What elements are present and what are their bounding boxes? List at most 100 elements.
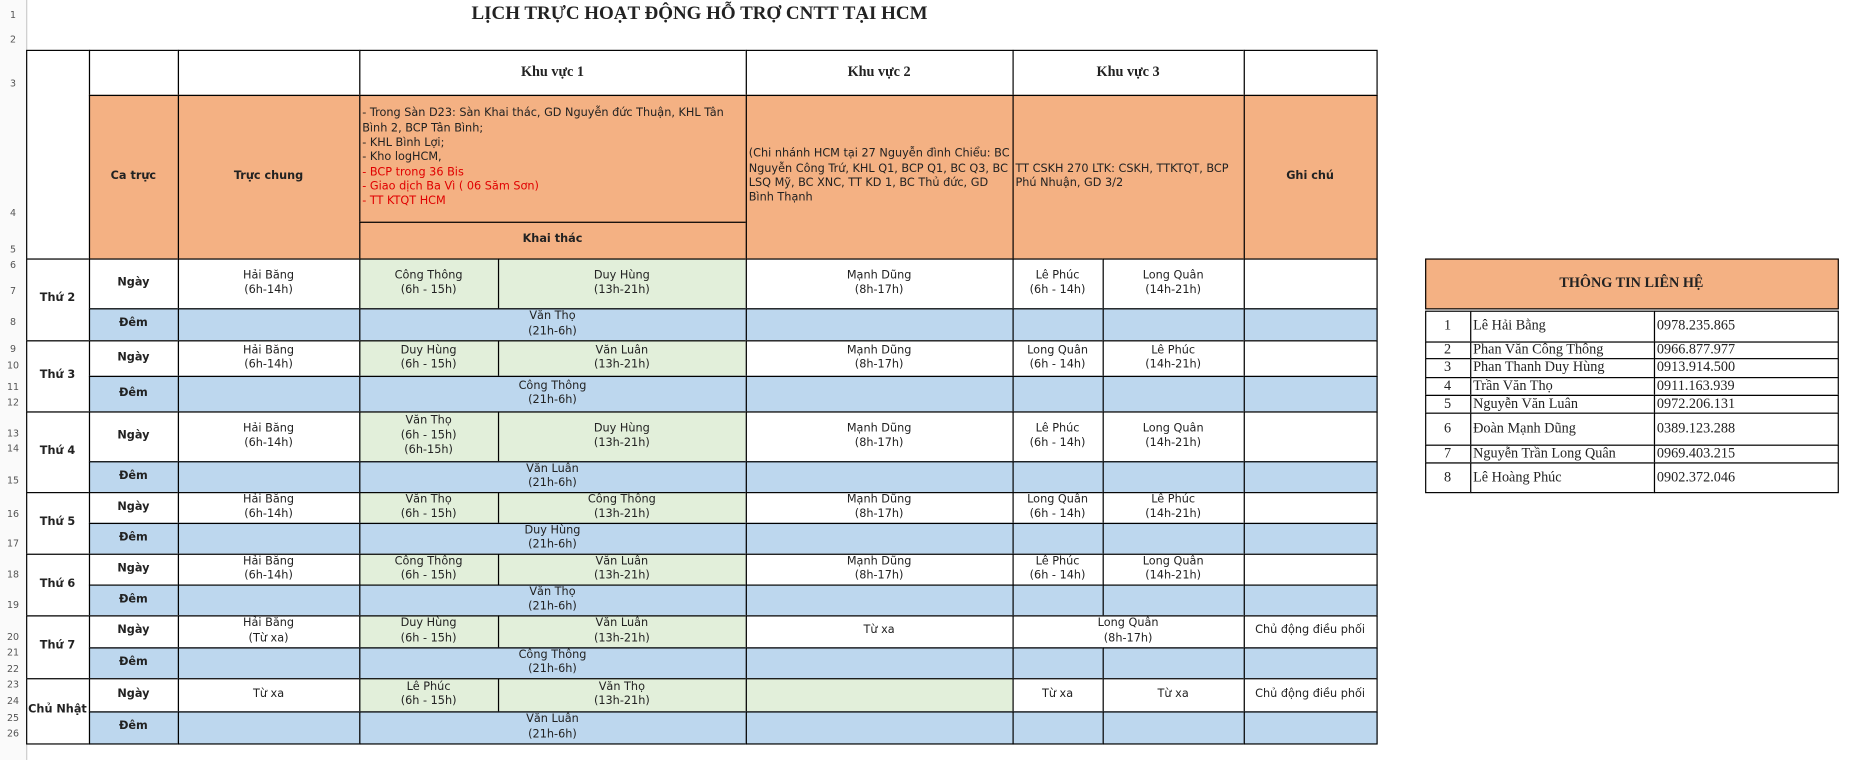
schedule-cell: Lê Phúc (6h - 14h) <box>1011 553 1104 586</box>
schedule-cell: Duy Hùng (21h-6h) <box>358 522 747 555</box>
shift-cell: Đêm <box>88 375 179 412</box>
schedule-cell: Văn Luân (21h-6h) <box>358 710 747 744</box>
blank-cell <box>1243 49 1378 96</box>
blank-cell <box>88 49 179 96</box>
schedule-cell: Long Quân (14h-21h) <box>1102 257 1245 309</box>
schedule-cell <box>1243 522 1378 555</box>
row-number: 12 <box>7 397 20 408</box>
schedule-cell <box>745 307 1014 341</box>
zone2-desc: (Chi nhánh HCM tại 27 Nguyễn đình Chiểu:… <box>745 94 1014 260</box>
blank-cell <box>25 49 90 260</box>
header-cell: Khai thác <box>358 221 747 260</box>
schedule-cell: Mạnh Dũng (8h-17h) <box>745 257 1014 309</box>
shift-cell: Ngày <box>88 677 179 712</box>
row-number: 10 <box>7 360 20 372</box>
schedule-cell <box>1011 583 1104 616</box>
desc-line: - Trong Sàn D23: Sàn Khai thác, GD Nguyễ… <box>362 107 724 135</box>
schedule-cell <box>1243 553 1378 586</box>
row-number: 22 <box>7 663 20 675</box>
row-number: 3 <box>10 78 17 89</box>
schedule-cell: Từ xa <box>1102 677 1245 712</box>
schedule-cell <box>1102 307 1245 341</box>
day-cell: Chủ Nhật <box>25 677 90 744</box>
schedule-cell: Lê Phúc (6h - 14h) <box>1011 410 1104 462</box>
contact-no: 1 <box>1424 310 1471 343</box>
schedule-cell <box>1011 646 1104 679</box>
schedule-cell <box>1243 375 1378 412</box>
header-cell: Trực chung <box>177 94 360 260</box>
contact-name: Phan Văn Công Thông <box>1469 341 1655 359</box>
row-number: 9 <box>10 343 17 355</box>
row-number: 5 <box>10 244 17 255</box>
schedule-cell <box>1102 583 1245 616</box>
day-cell: Thứ 2 <box>25 257 90 341</box>
contact-name: Nguyễn Văn Luân <box>1469 394 1655 414</box>
desc-line: - KHL Bình Lợi; <box>362 136 445 150</box>
contact-phone: 0902.372.046 <box>1653 461 1839 493</box>
header-cell: Ghi chú <box>1243 94 1378 260</box>
schedule-cell: Từ xa <box>177 677 360 712</box>
schedule-cell: Chủ động điều phối <box>1243 614 1378 648</box>
row-number: 7 <box>10 285 17 297</box>
shift-cell: Đêm <box>88 460 179 493</box>
schedule-cell <box>1243 410 1378 462</box>
schedule-cell <box>177 375 360 412</box>
schedule-cell: Công Thông (21h-6h) <box>358 375 747 412</box>
row-number: 1 <box>10 9 17 21</box>
schedule-cell: Mạnh Dũng (8h-17h) <box>745 339 1014 377</box>
schedule-cell: Văn Luân (13h-21h) <box>497 339 747 377</box>
schedule-cell: Lê Phúc (6h - 15h) <box>358 677 499 712</box>
schedule-cell <box>745 460 1014 493</box>
row-gutter <box>0 0 28 760</box>
desc-line: - TT KTQT HCM <box>362 194 446 208</box>
schedule-cell <box>745 710 1014 744</box>
schedule-cell <box>1243 491 1378 524</box>
shift-cell: Ngày <box>88 410 179 462</box>
schedule-cell <box>1243 646 1378 679</box>
schedule-cell: Lê Phúc (14h-21h) <box>1102 491 1245 524</box>
row-number: 4 <box>10 207 17 219</box>
zone-header: Khu vực 2 <box>745 49 1014 96</box>
row-number: 21 <box>7 647 20 659</box>
schedule-cell: Lê Phúc (6h - 14h) <box>1011 257 1104 309</box>
contact-phone: 0389.123.288 <box>1653 411 1839 446</box>
schedule-cell: Công Thông (13h-21h) <box>497 491 747 524</box>
schedule-cell: Văn Thọ (21h-6h) <box>358 583 747 616</box>
schedule-cell <box>1243 307 1378 341</box>
schedule-cell <box>177 522 360 555</box>
schedule-cell: Duy Hùng (13h-21h) <box>497 257 747 309</box>
schedule-cell: Duy Hùng (6h - 15h) <box>358 339 499 377</box>
day-cell: Thứ 6 <box>25 553 90 616</box>
schedule-cell: Duy Hùng (6h - 15h) <box>358 614 499 648</box>
row-number: 15 <box>7 475 20 487</box>
shift-cell: Ngày <box>88 553 179 586</box>
schedule-cell: Mạnh Dũng (8h-17h) <box>745 553 1014 586</box>
schedule-cell <box>177 646 360 679</box>
shift-cell: Đêm <box>88 583 179 616</box>
schedule-cell <box>1102 710 1245 744</box>
contact-no: 8 <box>1424 461 1471 493</box>
schedule-cell <box>1011 460 1104 493</box>
schedule-cell: Long Quân (8h-17h) <box>1011 614 1245 648</box>
schedule-cell <box>177 460 360 493</box>
schedule-cell: Hải Băng (6h-14h) <box>177 553 360 586</box>
desc-line: - BCP trong 36 Bis <box>362 165 464 179</box>
contact-no: 5 <box>1424 394 1471 414</box>
row-number: 11 <box>7 381 20 393</box>
schedule-cell <box>1243 710 1378 744</box>
row-number: 24 <box>7 695 20 707</box>
schedule-cell <box>1011 375 1104 412</box>
row-number: 16 <box>7 508 20 520</box>
row-number: 6 <box>10 259 17 271</box>
row-number: 25 <box>7 712 20 724</box>
zone1-desc: - Trong Sàn D23: Sàn Khai thác, GD Nguyễ… <box>358 94 747 223</box>
zone-header: Khu vực 1 <box>358 49 747 96</box>
row-number: 13 <box>7 428 20 439</box>
shift-cell: Ngày <box>88 491 179 524</box>
schedule-cell: Công Thông (6h - 15h) <box>358 553 499 586</box>
schedule-cell: Long Quân (14h-21h) <box>1102 410 1245 462</box>
schedule-cell <box>745 583 1014 616</box>
schedule-cell: Từ xa <box>1011 677 1104 712</box>
row-number: 19 <box>7 599 20 611</box>
